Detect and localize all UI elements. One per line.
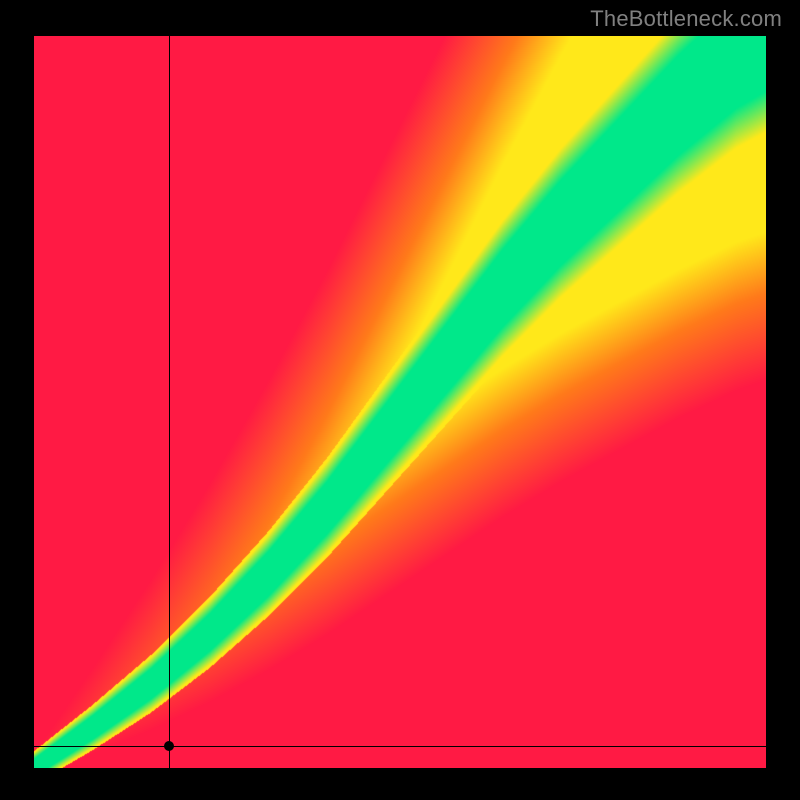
crosshair-vertical: [169, 36, 170, 768]
bottleneck-heatmap: [34, 36, 766, 768]
watermark-text: TheBottleneck.com: [590, 6, 782, 32]
marker-dot: [164, 741, 174, 751]
crosshair-horizontal: [34, 746, 766, 747]
heatmap-canvas: [34, 36, 766, 768]
